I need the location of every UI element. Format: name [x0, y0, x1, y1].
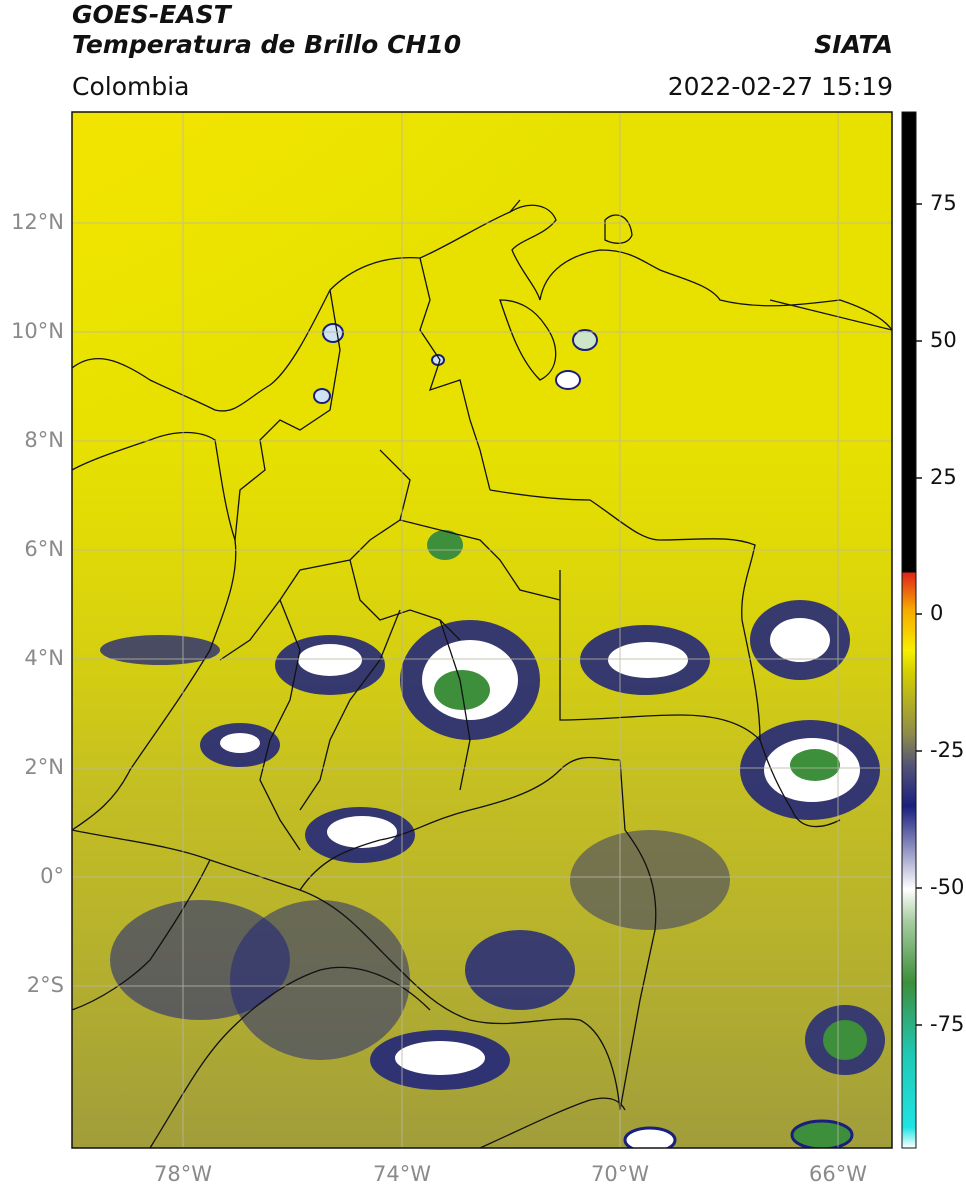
lat-label-4n: 4°N [24, 646, 64, 670]
lat-label-6n: 6°N [24, 537, 64, 561]
colorbar-label-neg75: -75 [930, 1012, 965, 1036]
lat-label-0: 0° [40, 864, 64, 888]
borders-layer [72, 199, 892, 1148]
lat-label-2s: 2°S [26, 973, 64, 997]
lon-label-66w: 66°W [809, 1162, 867, 1186]
datetime-label: 2022-02-27 15:19 [667, 72, 893, 101]
colorbar [901, 111, 917, 1149]
lat-label-2n: 2°N [24, 755, 64, 779]
brand-label: SIATA [814, 30, 893, 59]
lat-label-10n: 10°N [11, 319, 64, 343]
colorbar-label-neg25: -25 [930, 738, 965, 762]
lat-label-8n: 8°N [24, 428, 64, 452]
colorbar-label-25: 25 [930, 465, 957, 489]
graticule [72, 112, 892, 1148]
cloud-cluster-layer [100, 323, 885, 1148]
colorbar-label-75: 75 [930, 191, 957, 215]
warm-region [72, 112, 772, 532]
colorbar-label-50: 50 [930, 328, 957, 352]
satellite-title: GOES-EAST [72, 0, 231, 29]
lon-label-74w: 74°W [373, 1162, 431, 1186]
colorbar-tick-marks [916, 203, 922, 1026]
map-frame [71, 111, 893, 1149]
lon-label-78w: 78°W [154, 1162, 212, 1186]
product-title: Temperatura de Brillo CH10 [72, 30, 462, 59]
lon-label-70w: 70°W [591, 1162, 649, 1186]
colorbar-label-neg50: -50 [930, 875, 965, 899]
colorbar-label-0: 0 [930, 601, 944, 625]
lat-label-12n: 12°N [11, 210, 64, 234]
region-label: Colombia [72, 72, 190, 101]
